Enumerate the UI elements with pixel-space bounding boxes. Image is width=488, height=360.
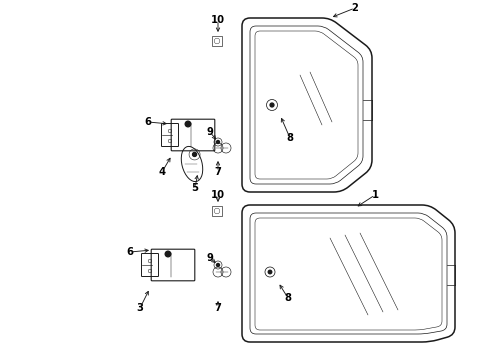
Text: 9: 9 xyxy=(206,127,213,137)
Circle shape xyxy=(269,103,273,107)
Circle shape xyxy=(268,270,271,274)
Bar xyxy=(212,206,222,216)
Text: 7: 7 xyxy=(214,303,221,313)
Text: 7: 7 xyxy=(214,167,221,177)
Text: 8: 8 xyxy=(286,133,293,143)
Text: 6: 6 xyxy=(144,117,151,127)
Circle shape xyxy=(165,251,170,257)
Text: 3: 3 xyxy=(136,303,143,313)
Text: 2: 2 xyxy=(351,3,358,13)
Text: 6: 6 xyxy=(126,247,133,257)
Circle shape xyxy=(185,121,190,127)
Text: 4: 4 xyxy=(158,167,165,177)
Bar xyxy=(212,36,222,46)
Text: 10: 10 xyxy=(210,190,224,200)
Text: 1: 1 xyxy=(371,190,378,200)
Circle shape xyxy=(216,140,219,144)
Text: 9: 9 xyxy=(206,253,213,263)
Text: 5: 5 xyxy=(191,183,198,193)
Text: 8: 8 xyxy=(284,293,291,303)
Text: 10: 10 xyxy=(210,15,224,25)
Circle shape xyxy=(216,264,219,266)
Circle shape xyxy=(192,152,196,157)
